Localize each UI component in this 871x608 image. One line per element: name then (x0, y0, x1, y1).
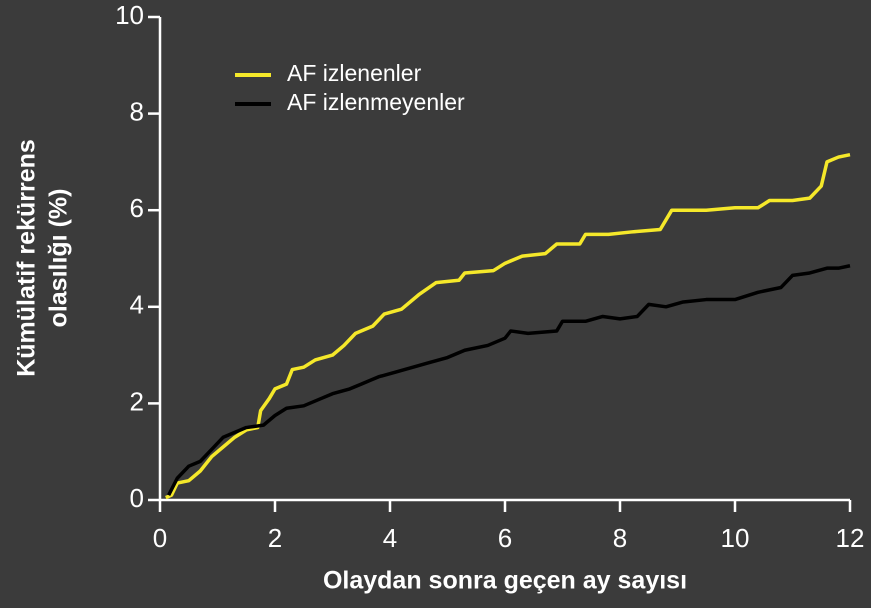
x-tick-label: 2 (268, 523, 282, 553)
y-tick-label: 2 (130, 386, 144, 416)
x-tick-label: 4 (383, 523, 397, 553)
y-axis-title: Kümülatif rekürrens (13, 139, 41, 377)
y-tick-label: 0 (130, 483, 144, 513)
x-tick-label: 10 (721, 523, 750, 553)
series-line (167, 264, 851, 496)
legend-label: AF izlenenler (287, 60, 422, 86)
y-tick-label: 10 (115, 0, 144, 30)
x-tick-label: 8 (613, 523, 627, 553)
series-line (165, 152, 851, 500)
y-tick-label: 6 (130, 193, 144, 223)
y-tick-label: 4 (130, 290, 144, 320)
y-axis-title: olasılığı (%) (45, 189, 73, 328)
x-tick-label: 6 (498, 523, 512, 553)
x-tick-label: 12 (836, 523, 865, 553)
x-tick-label: 0 (153, 523, 167, 553)
x-axis-title: Olaydan sonra geçen ay sayısı (323, 567, 687, 595)
legend-label: AF izlenmeyenler (287, 89, 465, 115)
y-tick-label: 8 (130, 96, 144, 126)
